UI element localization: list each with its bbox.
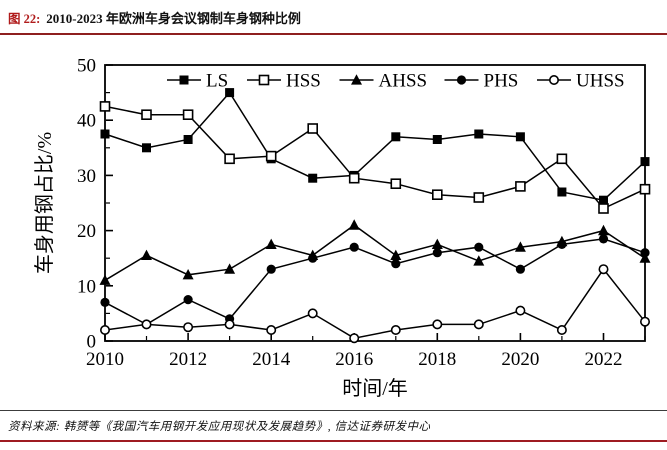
svg-text:LS: LS [206,71,228,92]
line-chart: 0 10 20 30 40 50 2010 2012 2014 2016 2018 2020 2022 时… [33,56,651,400]
figure-header: 图 22: 2010-2023 年欧洲车身会议钢制车身钢种比例 [0,0,667,35]
svg-text:2014: 2014 [252,349,291,370]
source-note: 资料来源: 韩赟等《我国汽车用钢开发应用现状及发展趋势》, 信达证券研发中心 [8,421,431,433]
svg-text:2018: 2018 [418,349,456,370]
svg-text:0: 0 [87,332,97,353]
svg-text:时间/年: 时间/年 [342,377,408,400]
svg-text:20: 20 [77,221,96,242]
svg-text:UHSS: UHSS [576,71,625,92]
svg-text:车身用钢占比/%: 车身用钢占比/% [33,132,56,274]
svg-text:AHSS: AHSS [379,71,428,92]
svg-text:30: 30 [77,166,96,187]
figure-label: 图 22: [8,12,41,26]
svg-text:50: 50 [77,56,96,77]
svg-text:2022: 2022 [585,349,623,370]
svg-text:2010: 2010 [86,349,124,370]
svg-text:40: 40 [77,111,96,132]
figure-title: 2010-2023 年欧洲车身会议钢制车身钢种比例 [46,11,301,26]
svg-text:PHS: PHS [484,71,519,92]
bottom-accent-rule [0,439,667,442]
chart-container: 0 10 20 30 40 50 2010 2012 2014 2016 2018 2020 2022 时… [33,51,655,403]
svg-text:10: 10 [77,276,96,297]
svg-text:HSS: HSS [286,71,321,92]
svg-text:2012: 2012 [169,349,207,370]
svg-text:2020: 2020 [501,349,539,370]
svg-text:2016: 2016 [335,349,373,370]
figure-footer: 资料来源: 韩赟等《我国汽车用钢开发应用现状及发展趋势》, 信达证券研发中心 [0,410,667,434]
